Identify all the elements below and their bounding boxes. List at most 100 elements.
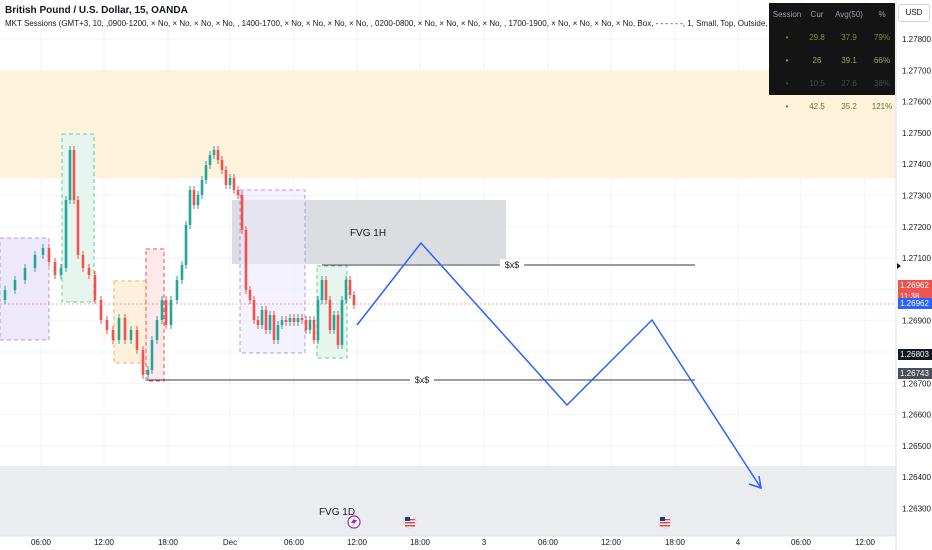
table-cell-cur: 10.5 bbox=[809, 79, 825, 88]
candle-body bbox=[292, 318, 296, 322]
candle-body bbox=[175, 280, 179, 300]
candle-body bbox=[76, 200, 80, 255]
chart-title[interactable]: British Pound / U.S. Dollar, 15, OANDA bbox=[5, 5, 188, 16]
time-axis[interactable]: 06:00 12:00 18:00 Dec 06:00 12:00 18:00 3 06:00 1… bbox=[31, 538, 876, 547]
candle-body bbox=[208, 155, 212, 165]
us-flag-icon[interactable] bbox=[658, 515, 672, 529]
table-header-row: Session Cur Avg(50) % bbox=[769, 3, 895, 26]
candle-body bbox=[300, 318, 304, 320]
candle-body bbox=[180, 265, 184, 280]
price-tick-label: 1.27600 bbox=[902, 98, 931, 107]
price-tick-label: 1.26600 bbox=[902, 411, 931, 420]
fvg-1d-zone bbox=[0, 466, 896, 536]
candle-body bbox=[228, 178, 232, 185]
table-row: • 42.5 35.2 121% bbox=[769, 95, 895, 118]
candle-body bbox=[123, 318, 127, 340]
table-cell-pct: 121% bbox=[871, 102, 893, 111]
table-cell-pct: 66% bbox=[873, 56, 890, 65]
time-tick-label: 12:00 bbox=[601, 538, 622, 547]
table-cell-pct: 38% bbox=[873, 79, 890, 88]
candle-body bbox=[276, 325, 280, 340]
table-cell-icon: • bbox=[785, 33, 789, 42]
candle-body bbox=[150, 340, 154, 370]
price-tick-label: 1.26700 bbox=[902, 379, 931, 388]
candle-body bbox=[312, 320, 316, 340]
us-flag-icon[interactable] bbox=[403, 515, 417, 529]
price-tick-label: 1.27200 bbox=[902, 223, 931, 232]
session-stats-table: Session Cur Avg(50) % • 29.8 37.9 79% • 26 39.… bbox=[769, 3, 895, 111]
table-header: % bbox=[878, 10, 886, 19]
table-cell-avg: 39.1 bbox=[841, 56, 857, 65]
candle-body bbox=[264, 310, 268, 330]
table-cell-avg: 35.2 bbox=[841, 102, 857, 111]
candle-body bbox=[129, 330, 133, 340]
price-tick-label: 1.27400 bbox=[902, 160, 931, 169]
table-row: • 26 39.1 66% bbox=[769, 49, 895, 72]
projection-arrowhead bbox=[748, 475, 762, 490]
price-axis[interactable]: 1.27800 1.27700 1.27600 1.27500 1.27400 1.273… bbox=[902, 35, 931, 514]
price-tick-label: 1.27300 bbox=[902, 192, 931, 201]
candle-body bbox=[348, 280, 352, 295]
time-tick-label: 18:00 bbox=[158, 538, 179, 547]
currency-button[interactable]: USD bbox=[898, 4, 930, 22]
candle-body bbox=[288, 318, 292, 322]
time-tick-label: 18:00 bbox=[410, 538, 431, 547]
table-cell-avg: 27.6 bbox=[841, 79, 857, 88]
candle-body bbox=[196, 195, 200, 205]
candle-body bbox=[160, 300, 164, 320]
candle-body bbox=[256, 320, 260, 325]
candle-body bbox=[111, 330, 115, 340]
candle-body bbox=[268, 315, 272, 330]
lightning-icon[interactable] bbox=[347, 515, 361, 529]
price-tick-label: 1.27700 bbox=[902, 66, 931, 75]
countdown-tag: 11:38 bbox=[898, 291, 932, 302]
candle-body bbox=[248, 290, 252, 300]
table-cell-icon: • bbox=[785, 79, 789, 88]
candle-body bbox=[105, 320, 109, 330]
time-tick-label: 06:00 bbox=[791, 538, 812, 547]
candle-body bbox=[99, 300, 103, 320]
candle-body bbox=[224, 170, 228, 185]
candle-body bbox=[308, 320, 312, 330]
time-tick-label: 06:00 bbox=[31, 538, 52, 547]
candle-body bbox=[352, 295, 356, 305]
candle-body bbox=[192, 190, 196, 205]
candle-body bbox=[260, 310, 264, 325]
candle-body bbox=[316, 300, 320, 340]
candle-body bbox=[204, 165, 208, 180]
candle-body bbox=[81, 255, 85, 268]
table-cell-cur: 29.8 bbox=[809, 33, 825, 42]
candle-body bbox=[23, 268, 27, 280]
candle-body bbox=[284, 320, 288, 322]
time-tick-label: 18:00 bbox=[665, 538, 686, 547]
candle-body bbox=[328, 300, 332, 330]
candle-body bbox=[184, 225, 188, 265]
candle-body bbox=[220, 160, 224, 170]
time-tick-label: 12:00 bbox=[855, 538, 876, 547]
candle-body bbox=[240, 195, 244, 230]
candle-body bbox=[169, 300, 173, 325]
price-tick-label: 1.26500 bbox=[902, 442, 931, 451]
candle-body bbox=[336, 315, 340, 345]
candle-body bbox=[135, 330, 139, 350]
session-box bbox=[0, 237, 50, 341]
candle-body bbox=[3, 290, 7, 300]
candle-body bbox=[332, 315, 336, 330]
candle-body bbox=[33, 255, 37, 268]
candle-body bbox=[188, 190, 192, 225]
time-tick-label: 4 bbox=[736, 538, 741, 547]
table-header: Cur bbox=[810, 10, 824, 19]
indicator-settings-text[interactable]: MKT Sessions (GMT+3, 10, ,0900-1200, × N… bbox=[5, 19, 861, 28]
candle-body bbox=[304, 320, 308, 330]
time-tick-label: 3 bbox=[482, 538, 487, 547]
table-header: Session bbox=[772, 10, 802, 19]
label-bg bbox=[500, 259, 524, 271]
candle-body bbox=[296, 318, 300, 322]
candle-body bbox=[13, 280, 17, 290]
price-tick-label: 1.27500 bbox=[902, 129, 931, 138]
candle-body bbox=[280, 320, 284, 325]
fvg-1d-label: FVG 1D bbox=[319, 507, 355, 518]
candle-body bbox=[64, 200, 68, 268]
projection-path[interactable] bbox=[356, 241, 762, 489]
